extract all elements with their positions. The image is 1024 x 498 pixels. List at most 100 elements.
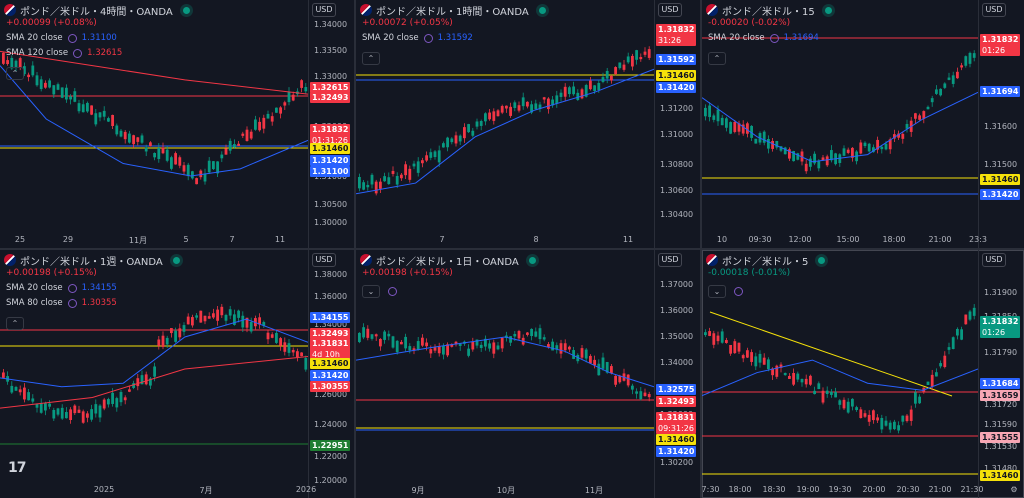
candle-body	[547, 344, 550, 347]
time-tick: 12:00	[788, 235, 812, 244]
price-plot[interactable]	[0, 250, 308, 480]
candle-body	[762, 357, 766, 365]
indicator-settings-icon[interactable]	[769, 33, 779, 43]
chart-panel-4h[interactable]: ポンド／米ドル・4時間・OANDA +0.00099 (+0.08%) SMA 2…	[0, 0, 354, 248]
indicator-settings-icon[interactable]	[67, 298, 77, 308]
symbol-title-row[interactable]: ポンド／米ドル・5	[706, 253, 826, 268]
currency-button[interactable]: USD	[982, 253, 1006, 267]
chart-panel-1d[interactable]: ポンド／米ドル・1日・OANDA +0.00198 (+0.15%) ⌄ USD 1.…	[356, 250, 700, 498]
gbp-usd-flag-icon	[706, 254, 718, 266]
indicators-icon[interactable]	[388, 287, 397, 296]
indicator-legend[interactable]: SMA 80 close 1.30355	[6, 298, 117, 308]
price-axis[interactable]	[654, 0, 700, 248]
chart-panel-15m[interactable]: ポンド／米ドル・15 -0.00020 (-0.02%) SMA 20 close…	[702, 0, 1024, 248]
indicator-settings-icon[interactable]	[67, 33, 77, 43]
currency-button[interactable]: USD	[312, 3, 336, 17]
candle-body	[589, 80, 592, 90]
indicators-icon[interactable]	[734, 287, 743, 296]
price-plot[interactable]	[702, 0, 978, 230]
time-tick: 11	[274, 235, 286, 244]
symbol-title[interactable]: ポンド／米ドル・4時間・OANDA	[20, 6, 173, 18]
price-axis[interactable]	[978, 250, 1024, 498]
symbol-title-row[interactable]: ポンド／米ドル・1週・OANDA	[4, 253, 180, 268]
candle-body	[391, 336, 395, 348]
indicator-settings-icon[interactable]	[67, 283, 77, 293]
time-tick: 21:00	[928, 235, 952, 244]
price-level-tag: 1.32493	[656, 396, 697, 407]
panel-divider[interactable]	[0, 248, 1024, 250]
symbol-title[interactable]: ポンド／米ドル・1日・OANDA	[376, 256, 519, 268]
symbol-title[interactable]: ポンド／米ドル・1週・OANDA	[20, 256, 163, 268]
candle-body	[191, 317, 194, 326]
indicator-settings-icon[interactable]	[73, 48, 83, 58]
candle-body	[631, 55, 634, 67]
price-axis[interactable]	[978, 0, 1024, 248]
price-axis[interactable]	[654, 250, 700, 498]
price-axis[interactable]	[308, 0, 354, 248]
chart-panel-1w[interactable]: ポンド／米ドル・1週・OANDA +0.00198 (+0.15%) SMA 20…	[0, 250, 354, 498]
time-tick: 11月	[128, 236, 148, 245]
price-plot[interactable]	[356, 250, 654, 480]
candle-body	[153, 366, 156, 377]
candle-body	[762, 131, 766, 143]
candle-body	[60, 87, 64, 98]
collapse-legend-button[interactable]: ⌃	[6, 317, 24, 330]
candle-body	[517, 331, 521, 339]
candle-body	[77, 103, 81, 112]
candle-body	[779, 146, 783, 151]
market-open-icon	[528, 256, 536, 264]
candle-body	[224, 148, 228, 155]
indicator-legend[interactable]: SMA 20 close 1.34155	[6, 283, 117, 293]
indicator-legend[interactable]: SMA 120 close 1.32615	[6, 48, 122, 58]
price-axis[interactable]	[308, 250, 354, 498]
collapse-legend-button[interactable]: ⌃	[708, 52, 726, 65]
symbol-title-row[interactable]: ポンド／米ドル・1時間・OANDA	[360, 3, 546, 18]
candle-body	[513, 333, 517, 337]
currency-button[interactable]: USD	[658, 253, 682, 267]
candle-body	[391, 170, 395, 174]
price-level-tag: 1.31832 01:26	[980, 34, 1021, 56]
indicator-settings-icon[interactable]	[423, 33, 433, 43]
time-tick: 18:00	[728, 485, 752, 494]
collapse-legend-button[interactable]: ⌄	[362, 285, 380, 298]
currency-button[interactable]: USD	[312, 253, 336, 267]
price-plot[interactable]	[702, 250, 978, 480]
collapse-legend-button[interactable]: ⌄	[708, 285, 726, 298]
collapse-legend-button[interactable]: ⌃	[362, 52, 380, 65]
candle-body	[237, 310, 240, 318]
candle-body	[720, 331, 724, 343]
indicator-legend[interactable]: SMA 20 close 1.31592	[362, 33, 473, 43]
currency-button[interactable]: USD	[982, 3, 1006, 17]
indicator-legend[interactable]: SMA 20 close 1.31100	[6, 33, 117, 43]
candle-body	[905, 415, 909, 422]
trend-line[interactable]	[709, 311, 953, 397]
candle-body	[825, 390, 829, 395]
symbol-title-row[interactable]: ポンド／米ドル・4時間・OANDA	[4, 3, 190, 18]
symbol-title-row[interactable]: ポンド／米ドル・15	[706, 3, 832, 18]
collapse-legend-button[interactable]: ⌃	[6, 67, 24, 80]
candle-body	[863, 413, 867, 417]
candle-body	[897, 425, 900, 431]
candle-body	[716, 109, 720, 122]
candle-body	[876, 139, 879, 150]
candle-body	[563, 86, 567, 97]
settings-gear-icon[interactable]: ⚙	[1010, 485, 1018, 494]
symbol-title[interactable]: ポンド／米ドル・15	[722, 6, 815, 18]
indicator-legend[interactable]: SMA 20 close 1.31694	[708, 33, 819, 43]
chart-panel-5m[interactable]: ポンド／米ドル・5 -0.00018 (-0.01%) ⌄ USD 1.31900 1.…	[702, 250, 1024, 498]
candle-body	[517, 105, 521, 111]
currency-button[interactable]: USD	[658, 3, 682, 17]
symbol-title[interactable]: ポンド／米ドル・5	[722, 256, 809, 268]
candle-body	[893, 134, 896, 139]
candle-body	[31, 398, 35, 402]
price-plot[interactable]	[0, 0, 308, 230]
candle-body	[442, 345, 445, 355]
candle-body	[425, 342, 428, 347]
candle-body	[576, 92, 580, 100]
candle-body	[909, 409, 913, 421]
symbol-title-row[interactable]: ポンド／米ドル・1日・OANDA	[360, 253, 536, 268]
price-plot[interactable]	[356, 0, 654, 230]
tradingview-logo[interactable]: 17	[8, 460, 27, 476]
symbol-title[interactable]: ポンド／米ドル・1時間・OANDA	[376, 6, 529, 18]
chart-panel-1h[interactable]: ポンド／米ドル・1時間・OANDA +0.00072 (+0.05%) SMA 2…	[356, 0, 700, 248]
